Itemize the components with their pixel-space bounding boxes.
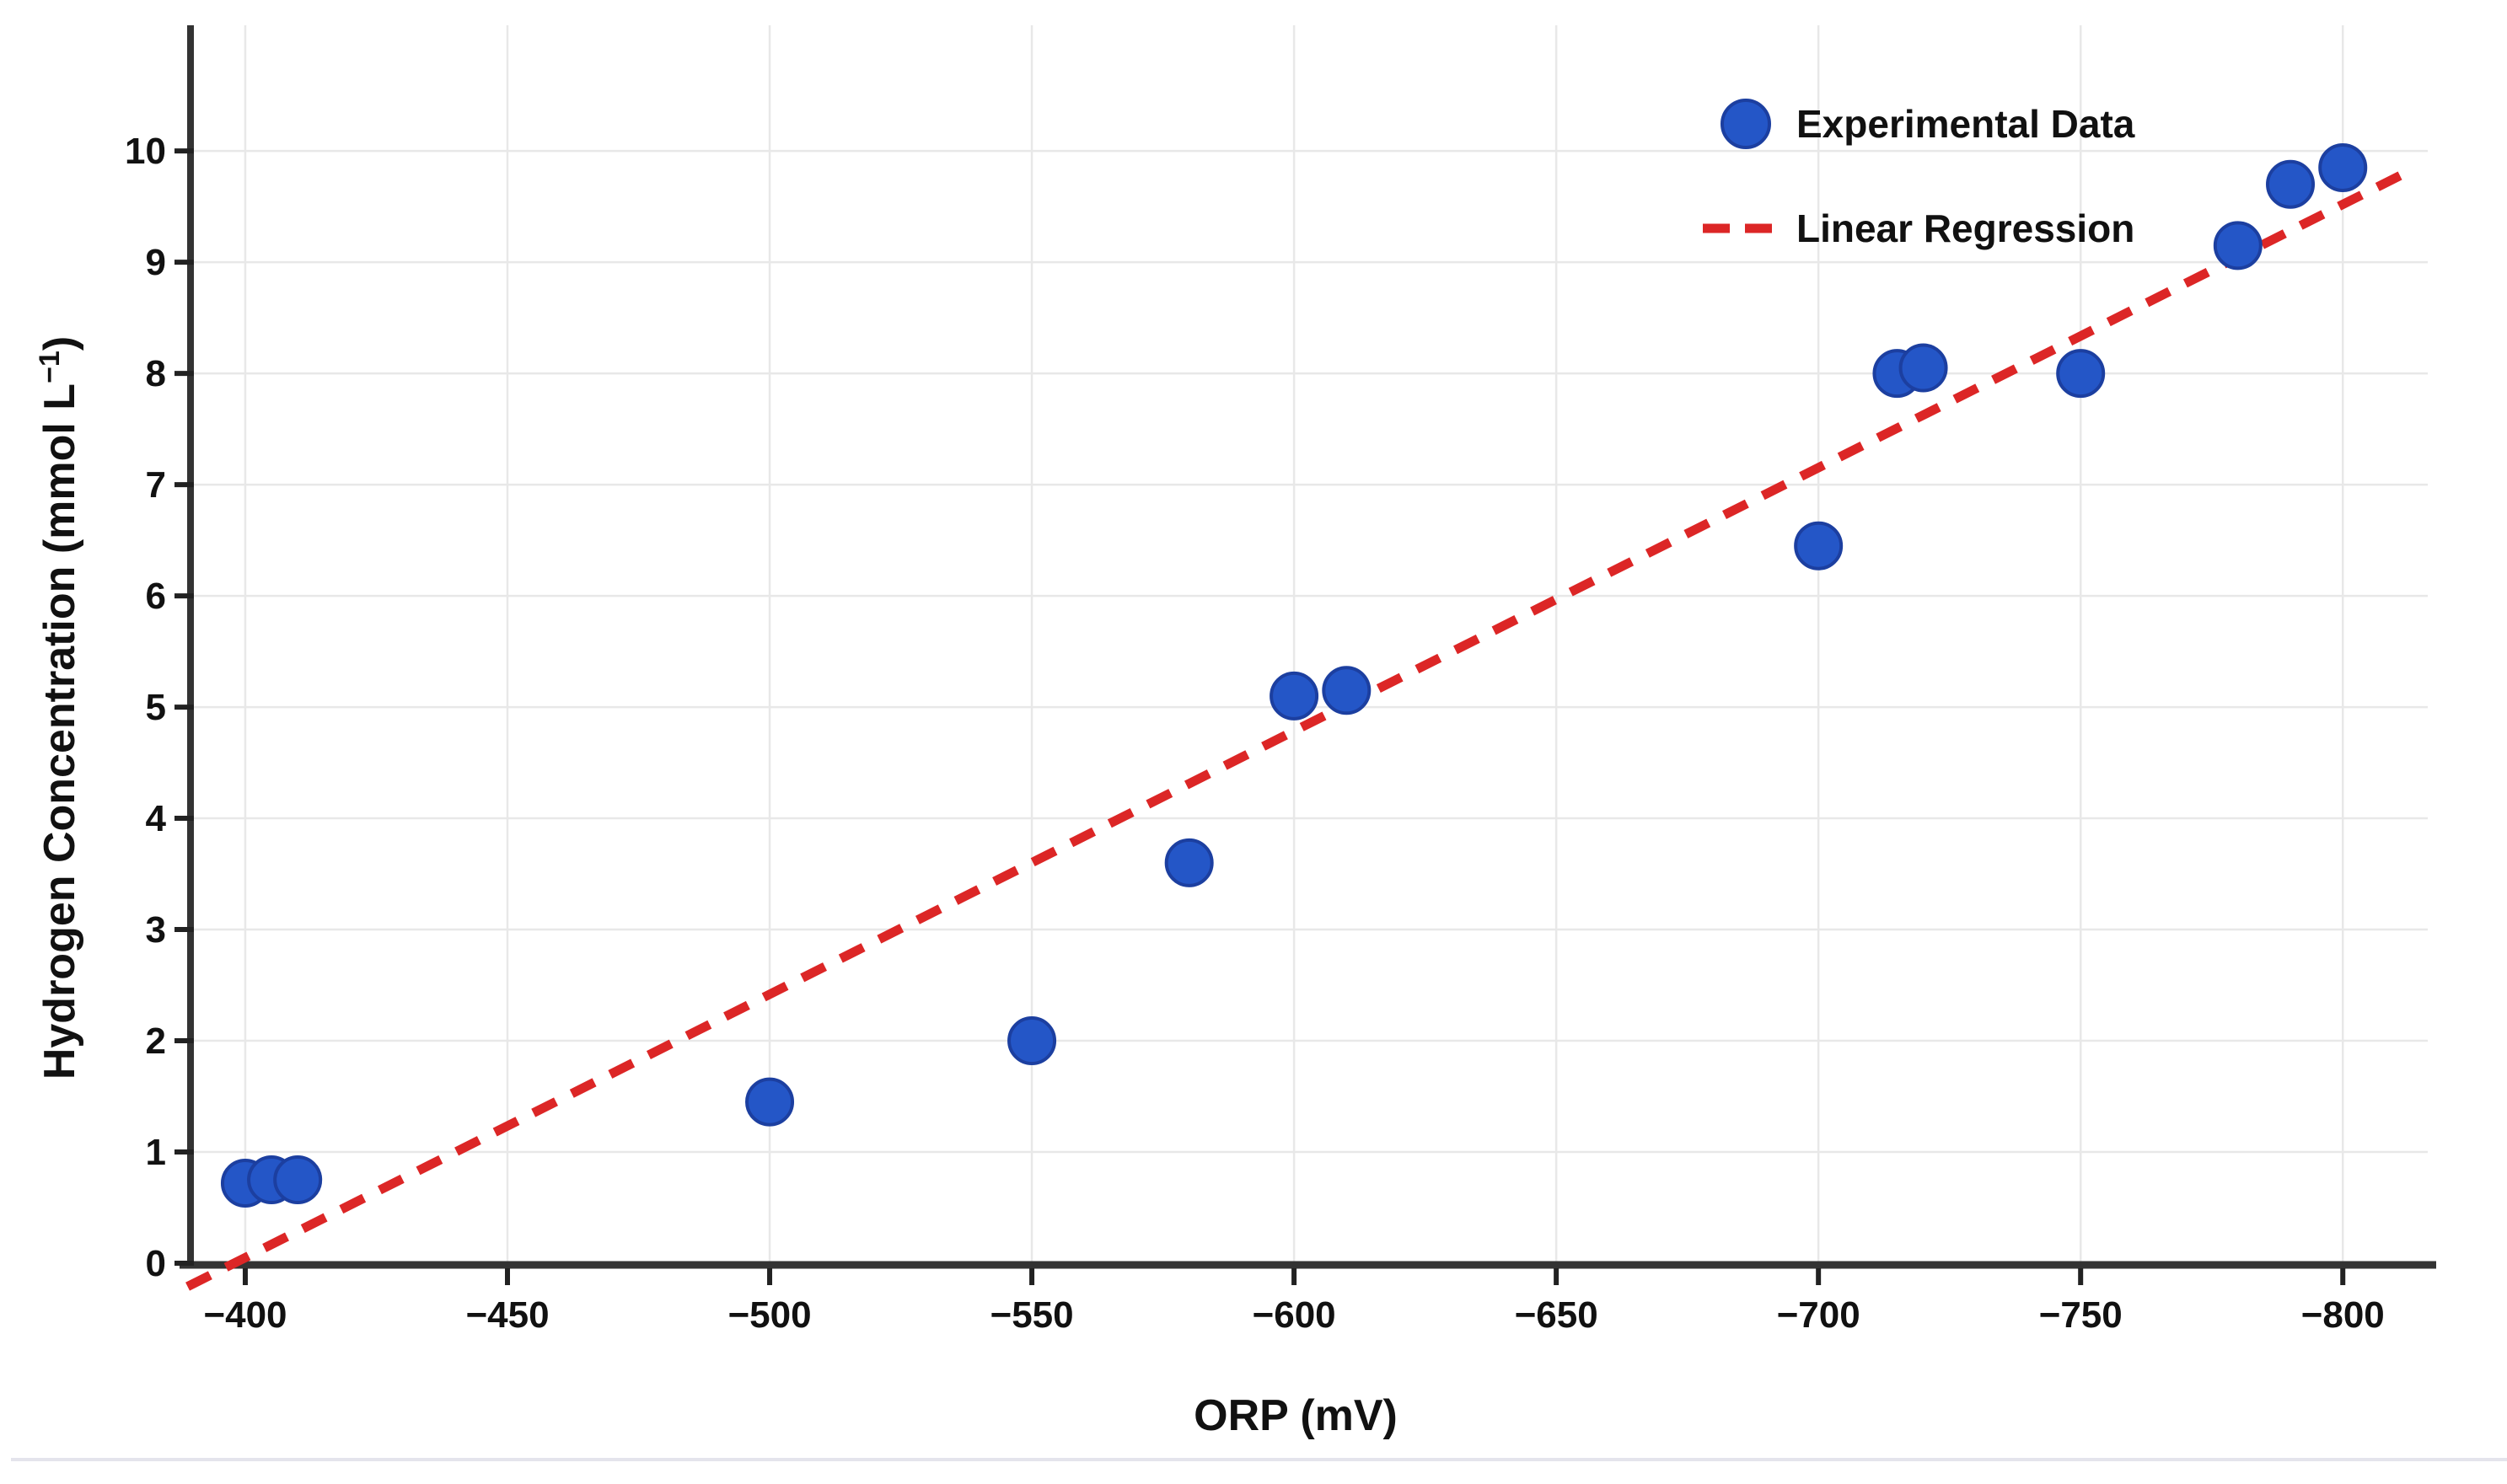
- y-axis-title: Hydrogen Concentration (mmol L−1): [34, 336, 84, 1080]
- y-tick-label: 6: [146, 576, 166, 617]
- legend-experimental-label: Experimental Data: [1796, 102, 2135, 146]
- legend: Experimental Data Linear Regression: [1703, 99, 2135, 250]
- y-tick-label: 4: [146, 798, 167, 839]
- y-tick-label: 1: [146, 1132, 166, 1173]
- data-point: [273, 1155, 323, 1205]
- y-tick-label: 7: [146, 464, 166, 506]
- legend-regression-label: Linear Regression: [1796, 206, 2134, 250]
- axis-ticks: [174, 148, 2346, 1285]
- x-tick-label: −650: [1515, 1294, 1598, 1336]
- x-tick-label: −400: [203, 1294, 287, 1336]
- data-point: [1270, 671, 1319, 721]
- data-point: [1898, 343, 1948, 393]
- axis-tick-labels: −400 −450 −500 −550 −600 −650 −700 −750 −800 0 1 2 3…: [125, 131, 2385, 1336]
- x-axis-title: ORP (mV): [1194, 1391, 1398, 1440]
- data-point: [1007, 1016, 1057, 1066]
- x-tick-label: −750: [2039, 1294, 2123, 1336]
- x-tick-label: −600: [1253, 1294, 1336, 1336]
- y-tick-label: 3: [146, 909, 166, 951]
- regression-series: [185, 171, 2403, 1291]
- data-point: [2266, 159, 2316, 209]
- x-tick-label: −800: [2301, 1294, 2385, 1336]
- data-point: [2318, 142, 2368, 192]
- x-tick-label: −500: [727, 1294, 811, 1336]
- y-tick-label: 2: [146, 1021, 166, 1062]
- regression-dashed-line: [185, 171, 2403, 1291]
- legend-experimental-marker-icon: [1721, 99, 1771, 149]
- y-tick-label: 10: [125, 131, 166, 172]
- data-point: [2056, 349, 2106, 399]
- scatter-series: [220, 142, 2368, 1208]
- data-point: [1322, 666, 1372, 715]
- x-tick-label: −700: [1777, 1294, 1860, 1336]
- data-point: [2213, 221, 2263, 271]
- x-tick-label: −450: [465, 1294, 549, 1336]
- x-tick-label: −550: [990, 1294, 1074, 1336]
- y-tick-label: 8: [146, 353, 166, 394]
- data-point: [1794, 521, 1844, 571]
- data-point: [1164, 838, 1214, 887]
- data-point: [745, 1077, 795, 1127]
- y-tick-label: 5: [146, 687, 166, 728]
- axis-spines: [180, 25, 2436, 1269]
- y-tick-label: 0: [146, 1243, 166, 1284]
- y-tick-label: 9: [146, 242, 166, 283]
